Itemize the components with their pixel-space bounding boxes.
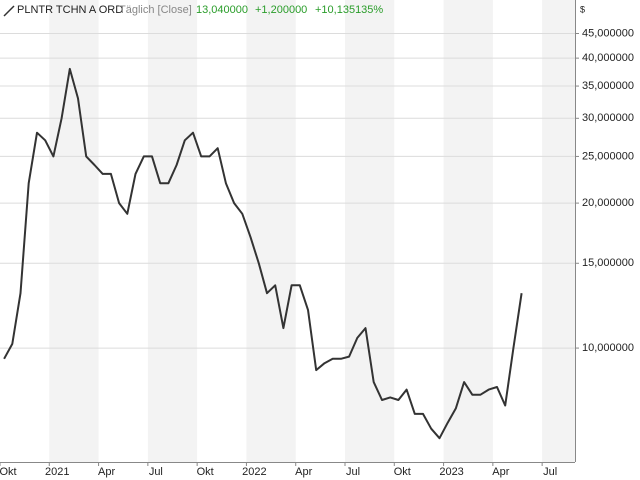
currency: $ — [580, 4, 585, 14]
price-line — [3, 67, 523, 440]
y-tick-label: 25,000000 — [582, 150, 634, 162]
x-tick-label: 2021 — [45, 466, 69, 478]
band — [246, 0, 296, 462]
y-tick-label: 35,000000 — [582, 80, 634, 92]
x-tick-label: 2023 — [439, 466, 463, 478]
last-value: 13,040000 — [196, 4, 248, 16]
x-tick-label: Apr — [98, 466, 115, 478]
legend-icon — [3, 5, 15, 17]
x-tick-label: Jul — [543, 466, 557, 478]
x-tick-label: Jul — [346, 466, 360, 478]
grid — [0, 32, 575, 349]
y-tick-label: 20,000000 — [582, 197, 634, 209]
band — [49, 0, 99, 462]
y-tick-label: 40,000000 — [582, 52, 634, 64]
band — [345, 0, 395, 462]
x-tick-label: Okt — [0, 466, 17, 478]
change-percent: +10,135135% — [315, 4, 383, 16]
x-tick-label: Jul — [149, 466, 163, 478]
y-tick-label: 15,000000 — [582, 257, 634, 269]
change: +1,200000 — [255, 4, 307, 16]
y-tick-label: 30,000000 — [582, 112, 634, 124]
x-tick-label: Okt — [394, 466, 411, 478]
x-tick-label: Apr — [492, 466, 509, 478]
band — [147, 0, 198, 462]
band — [542, 0, 575, 462]
x-tick-label: Okt — [197, 466, 214, 478]
x-tick-label: Apr — [295, 466, 312, 478]
y-tick-label: 10,000000 — [582, 342, 634, 354]
subtitle: Täglich [Close] — [119, 4, 192, 16]
x-tick-label: 2022 — [242, 466, 266, 478]
y-tick-label: 45,000000 — [582, 27, 634, 39]
bands — [49, 0, 575, 462]
band — [443, 0, 493, 462]
chart-title: PLNTR TCHN A ORD — [17, 4, 123, 16]
